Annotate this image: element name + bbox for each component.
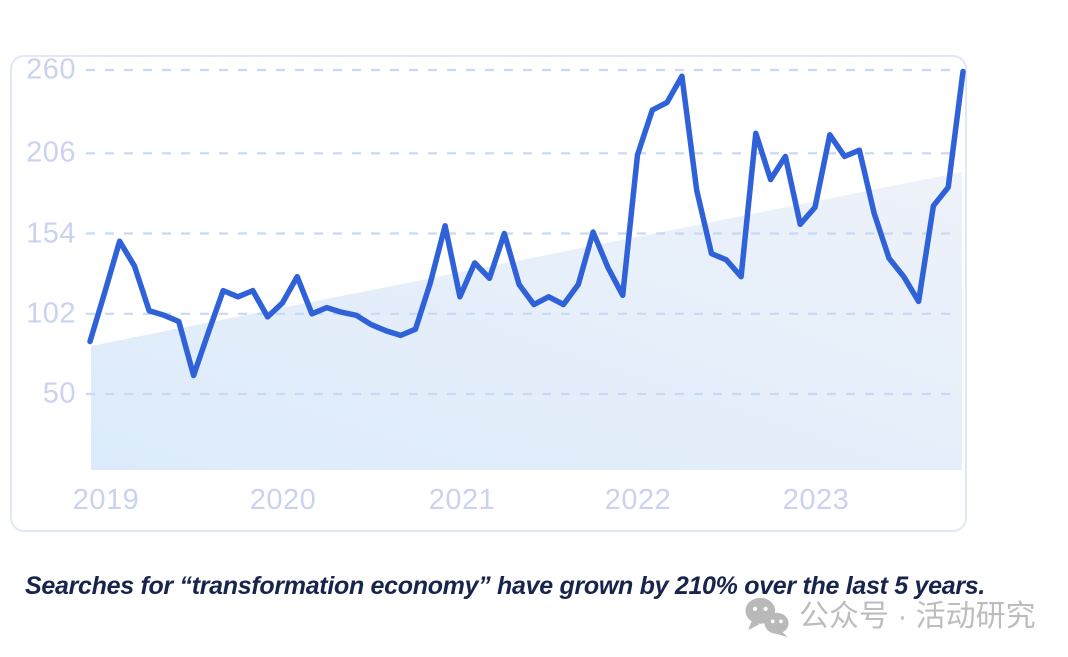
x-axis-tick-label: 2021 [428,484,496,516]
y-axis-tick-label: 206 [26,136,76,169]
x-axis-tick-label: 2020 [249,484,317,516]
y-axis-tick-label: 50 [42,377,76,410]
y-axis-tick-label: 102 [26,297,76,330]
chart-panel [10,55,967,532]
x-axis-tick-label: 2023 [782,484,850,516]
watermark-label: 公众号 · 活动研究 [799,600,1036,633]
y-axis-tick-label: 154 [26,217,76,249]
y-axis-tick-label: 260 [26,53,76,86]
x-axis-tick-label: 2019 [72,484,140,516]
x-axis-tick-label: 2022 [604,484,672,516]
wechat-icon [745,597,789,638]
watermark: 公众号 · 活动研究 [744,596,1036,638]
figure-caption: Searches for “transformation economy” ha… [25,572,985,600]
